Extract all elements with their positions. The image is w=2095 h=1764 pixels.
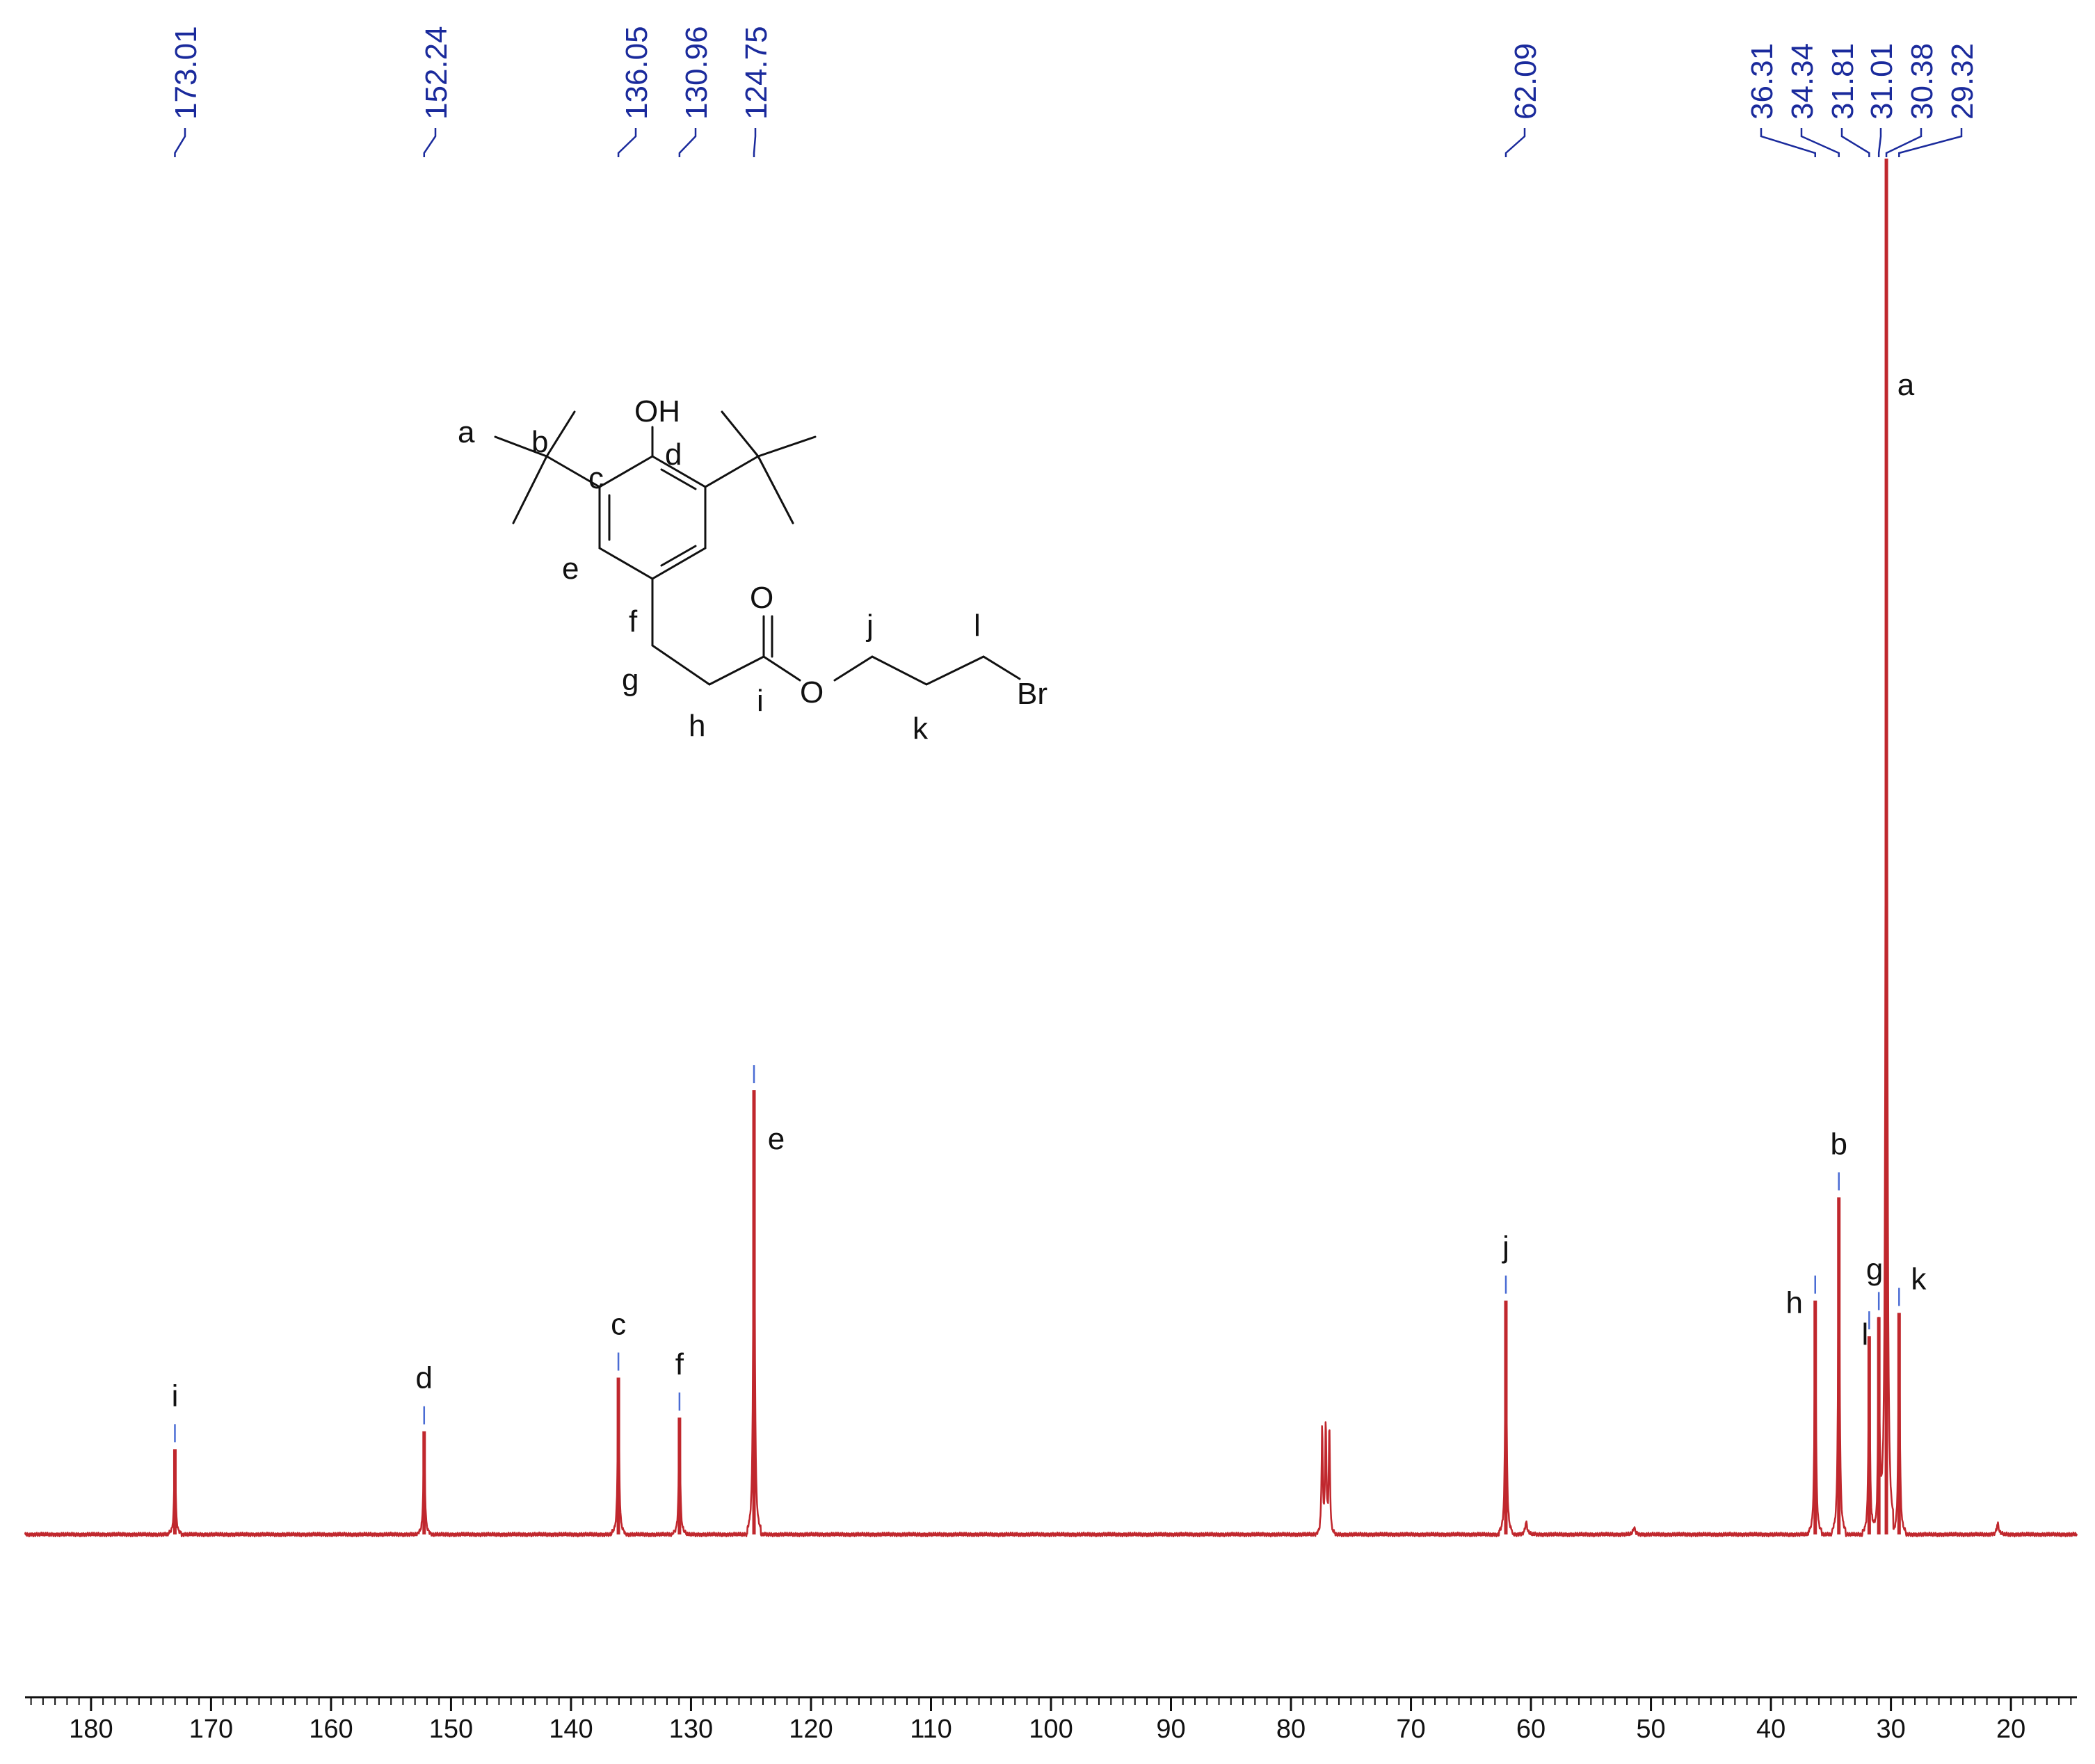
atom-ester-o: O: [800, 675, 824, 709]
peak-label-connector: [678, 128, 697, 157]
bond: [494, 435, 548, 458]
position-label-d: d: [665, 438, 682, 472]
position-label-h: h: [689, 709, 705, 743]
peak-label-connector: [1840, 128, 1870, 157]
peak-shift-label: 36.31: [1745, 43, 1779, 120]
peak-assignment-label: b: [1830, 1127, 1847, 1161]
peak-shift-label: 62.09: [1509, 43, 1543, 120]
x-tick-label: 80: [1276, 1715, 1306, 1744]
position-label-a: a: [458, 415, 475, 449]
position-label-i: i: [757, 684, 764, 718]
position-label-b: b: [531, 425, 548, 459]
peak-shift-label: 152.24: [419, 26, 453, 120]
ring-double-bond: [660, 468, 697, 490]
peak-shift-label: 31.01: [1865, 43, 1899, 120]
peak-label-connector: [617, 128, 637, 157]
position-label-f: f: [629, 604, 638, 639]
peak-assignment-label: i: [172, 1379, 179, 1413]
x-tick-label: 70: [1396, 1715, 1425, 1744]
bond: [757, 435, 817, 458]
position-label-g: g: [622, 663, 639, 697]
atom-oh: OH: [634, 394, 680, 428]
peak-assignment-label: g: [1866, 1252, 1883, 1286]
bond: [721, 410, 760, 458]
peak-assignment-label: c: [611, 1308, 626, 1342]
position-label-j: j: [865, 609, 874, 643]
chain-bonds: [833, 655, 1021, 686]
x-tick-label: 130: [669, 1715, 713, 1744]
peak-shift-label: 130.96: [680, 26, 714, 120]
bond: [545, 455, 601, 488]
x-tick-label: 150: [429, 1715, 473, 1744]
x-tick-label: 120: [789, 1715, 833, 1744]
peak-assignment-label: k: [1911, 1262, 1927, 1297]
peak-label-connector: [753, 128, 757, 157]
peak-label-connector: [1877, 128, 1882, 157]
peak-label-connector: [1885, 128, 1923, 157]
peak-assignment-label: d: [416, 1361, 433, 1395]
peak-label-connector: [1898, 128, 1963, 157]
x-tick-label: 170: [189, 1715, 233, 1744]
x-tick-label: 30: [1876, 1715, 1905, 1744]
peak-shift-label: 173.01: [169, 26, 203, 120]
ring-bonds: [598, 455, 707, 580]
atom-carbonyl-o: O: [750, 581, 773, 615]
peak-assignment-label: l: [1861, 1317, 1868, 1352]
position-label-c: c: [588, 461, 604, 495]
peak-shift-label: 30.38: [1905, 43, 1939, 120]
peak-assignment-label: a: [1897, 368, 1915, 402]
x-tick-label: 40: [1756, 1715, 1785, 1744]
peak-label-connector: [1504, 128, 1526, 157]
peak-shift-label: 136.05: [620, 26, 654, 120]
peak-assignment-label: j: [1501, 1230, 1509, 1265]
atom-br: Br: [1017, 677, 1048, 711]
peak-assignment-label: f: [675, 1347, 684, 1381]
position-label-k: k: [913, 712, 929, 746]
peak-label-connector: [423, 128, 437, 157]
peak-shift-label: 29.32: [1945, 43, 1980, 120]
peak-shift-label: 34.34: [1785, 43, 1820, 120]
x-tick-label: 110: [910, 1715, 952, 1744]
position-label-l: l: [974, 609, 981, 643]
x-tick-label: 140: [549, 1715, 593, 1744]
peak-label-connector: [174, 128, 186, 157]
spectrum-trace: [24, 162, 2078, 1538]
bond: [757, 455, 794, 524]
peak-shift-label: 31.81: [1826, 43, 1860, 120]
x-tick-label: 50: [1636, 1715, 1665, 1744]
bond: [704, 455, 760, 488]
bond: [545, 410, 576, 458]
chain-bonds: [651, 577, 765, 686]
bond: [512, 455, 548, 524]
peak-label-connector: [1800, 128, 1840, 157]
x-tick-label: 60: [1516, 1715, 1546, 1744]
peak-shift-label: 124.75: [739, 26, 773, 120]
peak-assignment-label: e: [768, 1122, 785, 1156]
x-tick-label: 90: [1156, 1715, 1185, 1744]
x-tick-label: 160: [309, 1715, 353, 1744]
x-tick-label: 180: [69, 1715, 113, 1744]
peak-label-connector: [1760, 128, 1816, 157]
x-tick-label: 100: [1029, 1715, 1073, 1744]
ring-double-bond: [660, 545, 697, 567]
bond: [762, 655, 801, 682]
peak-assignment-label: h: [1786, 1286, 1803, 1320]
position-label-e: e: [562, 552, 579, 586]
x-tick-label: 20: [1996, 1715, 2025, 1744]
